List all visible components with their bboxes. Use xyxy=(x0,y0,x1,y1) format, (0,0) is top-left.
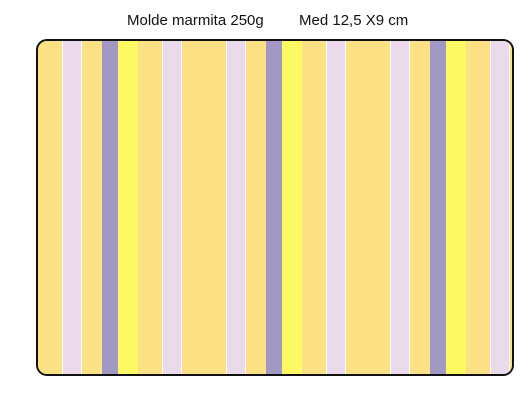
stripe xyxy=(410,41,430,374)
stripe xyxy=(346,41,366,374)
lunchbox-lid-template xyxy=(36,39,514,376)
stripe xyxy=(162,41,182,374)
stripe xyxy=(102,41,118,374)
stripe xyxy=(226,41,246,374)
stripe xyxy=(266,41,282,374)
stripe xyxy=(326,41,346,374)
stripe xyxy=(38,41,62,374)
stripe xyxy=(246,41,266,374)
stripe xyxy=(202,41,226,374)
stripe xyxy=(62,41,82,374)
stripe xyxy=(490,41,510,374)
template-title: Molde marmita 250g Med 12,5 X9 cm xyxy=(0,12,529,32)
template-size: Med 12,5 X9 cm xyxy=(299,12,409,29)
stripe xyxy=(138,41,162,374)
stripe xyxy=(118,41,138,374)
stripe xyxy=(390,41,410,374)
stripe xyxy=(466,41,490,374)
stripe-pattern xyxy=(38,41,512,374)
template-name: Molde marmita 250g xyxy=(127,12,264,29)
stripe xyxy=(182,41,202,374)
stripe xyxy=(282,41,302,374)
stripe xyxy=(302,41,326,374)
stripe xyxy=(446,41,466,374)
stripe xyxy=(82,41,102,374)
stripe xyxy=(430,41,446,374)
stripe xyxy=(366,41,390,374)
stripe xyxy=(510,41,512,374)
